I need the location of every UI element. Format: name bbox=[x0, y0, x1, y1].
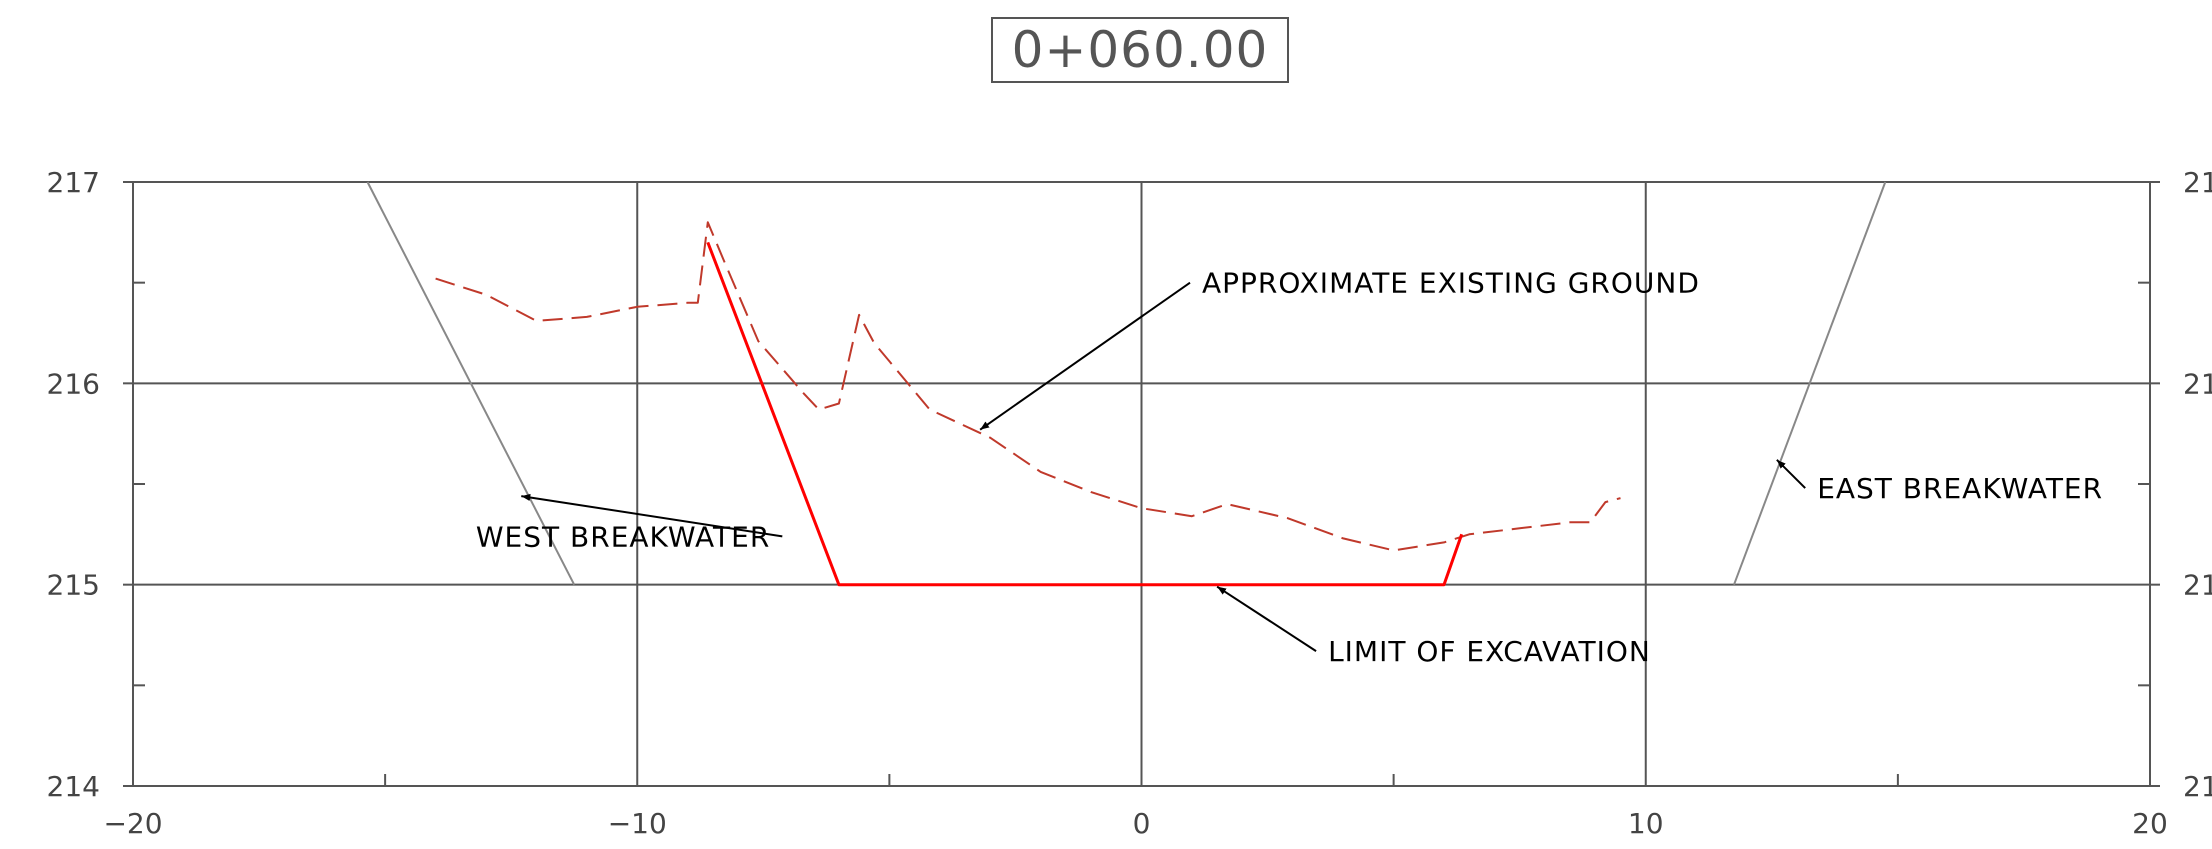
series-line-west-breakwater bbox=[366, 181, 576, 586]
series-line-limit-of-excavation bbox=[706, 241, 1464, 587]
y-tick-label-right: 21 bbox=[2183, 166, 2212, 199]
y-tick-label-left: 217 bbox=[47, 166, 100, 199]
x-tick-label: −10 bbox=[608, 807, 667, 840]
x-tick-label: 0 bbox=[1133, 807, 1151, 840]
y-tick-label-right: 21 bbox=[2183, 770, 2212, 803]
annotation-leader-arrow bbox=[521, 493, 783, 538]
annotation-label: WEST BREAKWATER bbox=[476, 520, 770, 553]
y-tick-label-right: 21 bbox=[2183, 367, 2212, 400]
annotation-label: APPROXIMATE EXISTING GROUND bbox=[1202, 267, 1700, 300]
chart-title: 0+060.00 bbox=[991, 17, 1289, 83]
y-tick-label-left: 214 bbox=[47, 770, 100, 803]
x-tick-label: 10 bbox=[1628, 807, 1664, 840]
axes: −20 −10 0 10 20 214 21 215 21 216 21 217 21 bbox=[47, 166, 2212, 840]
annotations: APPROXIMATE EXISTING GROUND WEST BREAKWAT… bbox=[476, 267, 2103, 668]
series-group bbox=[366, 181, 1887, 587]
series-line-east-breakwater bbox=[1733, 181, 1887, 586]
x-tick-label: 20 bbox=[2132, 807, 2168, 840]
y-tick-label-right: 21 bbox=[2183, 569, 2212, 602]
y-tick-label-left: 215 bbox=[47, 569, 100, 602]
annotation-label: LIMIT OF EXCAVATION bbox=[1328, 635, 1651, 668]
annotation-leader-arrow bbox=[979, 281, 1191, 431]
y-tick-label-left: 216 bbox=[47, 367, 100, 400]
series-line-approximate-existing-ground bbox=[435, 221, 1621, 552]
annotation-label: EAST BREAKWATER bbox=[1817, 472, 2103, 505]
x-tick-label: −20 bbox=[103, 807, 162, 840]
annotation-leader-arrow bbox=[1776, 459, 1806, 489]
annotation-leader-arrow bbox=[1216, 585, 1317, 652]
